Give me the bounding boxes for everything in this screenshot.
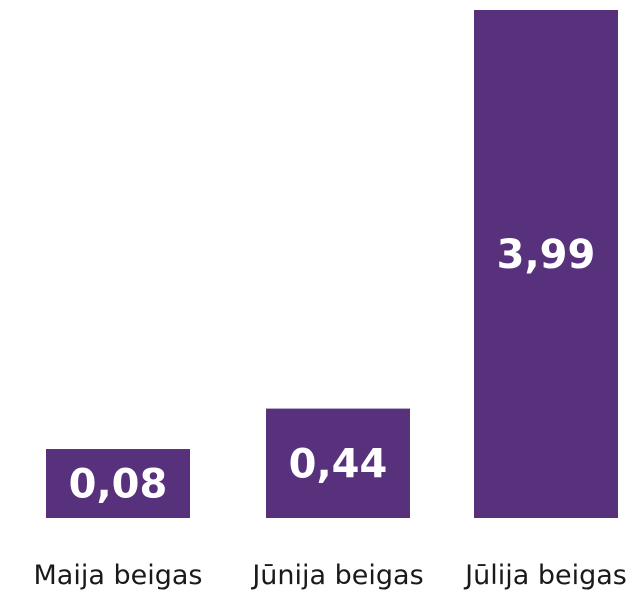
x-tick-label: Maija beigas <box>34 560 203 590</box>
value-label: 3,99 <box>497 232 596 278</box>
bar <box>474 10 618 518</box>
x-tick-label: Jūlija beigas <box>463 560 627 590</box>
bar <box>46 449 190 518</box>
value-label: 0,44 <box>289 441 388 487</box>
bar <box>266 408 410 518</box>
value-label: 0,08 <box>69 462 168 508</box>
x-tick-label: Jūnija beigas <box>250 560 423 590</box>
